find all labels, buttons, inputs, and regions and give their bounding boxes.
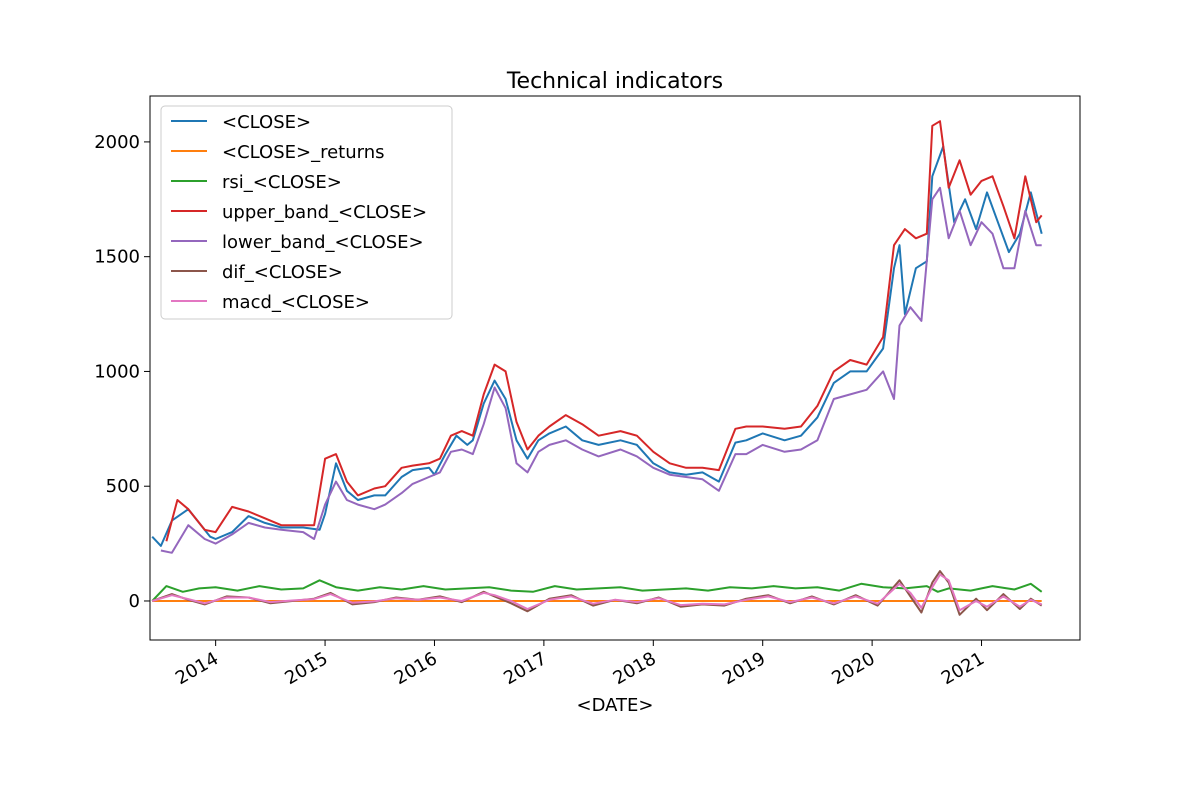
y-tick-label: 1000 <box>94 361 140 382</box>
x-tick-label: 2018 <box>610 648 660 689</box>
y-tick-label: 1500 <box>94 247 140 268</box>
x-tick-label: 2016 <box>391 648 441 689</box>
legend-label: upper_band_<CLOSE> <box>222 202 427 223</box>
y-tick-label: 500 <box>106 476 140 497</box>
x-tick-label: 2021 <box>938 648 988 689</box>
legend-box <box>160 105 453 320</box>
y-tick-label: 2000 <box>94 132 140 153</box>
series-line-0 <box>151 145 1043 547</box>
series-line-3 <box>165 120 1043 542</box>
x-axis-label: <DATE> <box>577 695 654 716</box>
legend: <CLOSE> <CLOSE>_returns rsi_<CLOSE> upper_b… <box>160 105 453 320</box>
legend-label: lower_band_<CLOSE> <box>222 232 424 253</box>
legend-label: macd_<CLOSE> <box>222 292 370 313</box>
legend-label: dif_<CLOSE> <box>222 262 343 283</box>
x-tick-label: 2019 <box>719 648 769 689</box>
chart-title: Technical indicators <box>506 69 723 94</box>
legend-label: <CLOSE>_returns <box>222 142 385 163</box>
x-tick-label: 2015 <box>281 648 331 689</box>
plot-frame <box>149 95 1081 641</box>
y-tick-label: 0 <box>129 591 140 612</box>
x-axis: 2014 2015 2016 2017 2018 2019 2020 2021 <box>172 640 988 689</box>
x-tick-label: 2014 <box>172 648 222 689</box>
x-tick-label: 2017 <box>500 648 550 689</box>
series-line-2 <box>151 579 1043 602</box>
series-line-4 <box>160 186 1042 554</box>
legend-label: <CLOSE> <box>222 112 311 133</box>
y-axis: 0 500 1000 1500 2000 <box>94 132 150 612</box>
series-line-5 <box>151 570 1043 616</box>
x-tick-label: 2020 <box>828 648 878 689</box>
legend-label: rsi_<CLOSE> <box>222 172 342 193</box>
series-line-6 <box>151 573 1043 612</box>
series-layer <box>151 120 1043 616</box>
